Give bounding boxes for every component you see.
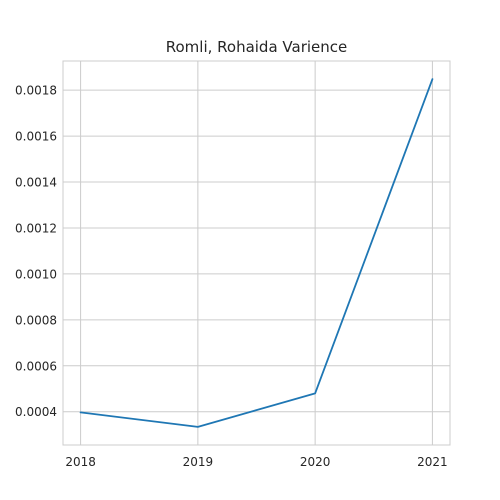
x-tick-label: 2020 [300, 455, 331, 469]
y-tick-label: 0.0006 [15, 359, 57, 373]
y-tick-label: 0.0018 [15, 84, 57, 98]
series-line [79, 78, 434, 428]
y-gridlines [63, 89, 450, 413]
x-tick-label: 2019 [183, 455, 214, 469]
y-tick-label: 0.0012 [15, 221, 57, 235]
y-tick-label: 0.0004 [15, 405, 57, 419]
x-tick-label: 2021 [417, 455, 448, 469]
x-tick-label: 2018 [65, 455, 96, 469]
series-layer [79, 78, 434, 428]
chart-title: Romli, Rohaida Varience [166, 38, 348, 56]
plot-frame [62, 60, 451, 446]
x-gridlines [80, 61, 433, 445]
y-tick-label: 0.0010 [15, 267, 57, 281]
y-tick-label: 0.0008 [15, 313, 57, 327]
y-tick-label: 0.0016 [15, 130, 57, 144]
y-tick-label: 0.0014 [15, 176, 57, 190]
y-tick-labels: 0.0004 0.0006 0.0008 0.0010 0.0012 0.0014 0.00… [15, 84, 57, 420]
x-tick-labels: 2018 2019 2020 2021 [65, 455, 447, 469]
